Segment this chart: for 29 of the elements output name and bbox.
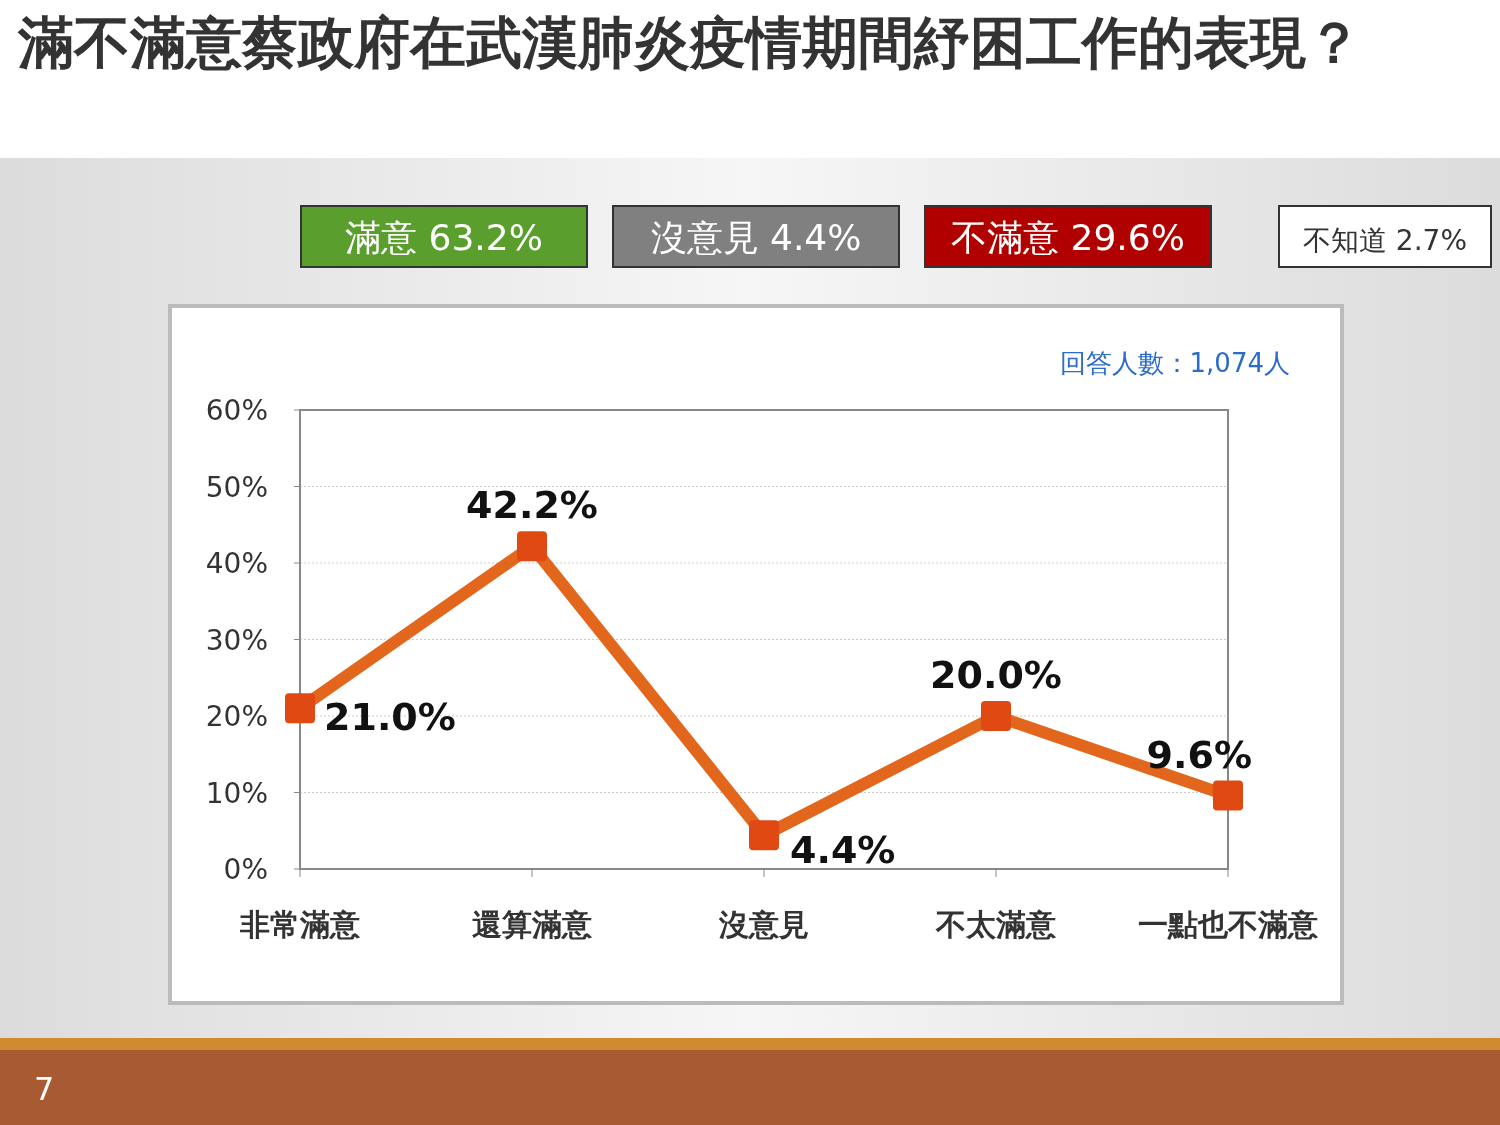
y-tick-label: 60% xyxy=(205,394,268,427)
point xyxy=(517,531,547,562)
data-label: 21.0% xyxy=(324,695,456,740)
data-label: 9.6% xyxy=(1146,732,1252,777)
point xyxy=(1213,780,1243,811)
text: 不滿意 29.6% xyxy=(951,217,1185,258)
x-tick-label: 不太滿意 xyxy=(935,907,1057,942)
data-label: 42.2% xyxy=(466,483,598,528)
x-tick-label: 非常滿意 xyxy=(239,907,361,942)
y-tick-label: 20% xyxy=(205,700,268,733)
y-tick-label: 0% xyxy=(223,853,268,886)
text: 滿意 63.2% xyxy=(345,217,543,258)
x-tick-label: 一點也不滿意 xyxy=(1138,907,1319,942)
text: 沒意見 4.4% xyxy=(650,217,862,258)
y-tick-label: 30% xyxy=(205,623,268,657)
y-tick-label: 40% xyxy=(205,547,268,580)
text: 不知道 2.7% xyxy=(1302,224,1468,257)
point xyxy=(981,701,1011,731)
y-tick-label: 50% xyxy=(205,470,268,504)
point xyxy=(749,820,779,851)
y-tick-label: 10% xyxy=(205,776,268,810)
text: 回答人數：1,074人 xyxy=(1059,348,1290,378)
chart-title: 滿不滿意蔡政府在武漢肺炎疫情期間紓困工作的表現？ xyxy=(17,10,1362,75)
x-tick-label: 沒意見 xyxy=(718,907,809,942)
data-label: 20.0% xyxy=(930,653,1062,697)
text: 7 xyxy=(34,1070,55,1108)
x-tick-label: 還算滿意 xyxy=(472,907,593,942)
point xyxy=(285,693,315,724)
data-label: 4.4% xyxy=(790,828,896,873)
